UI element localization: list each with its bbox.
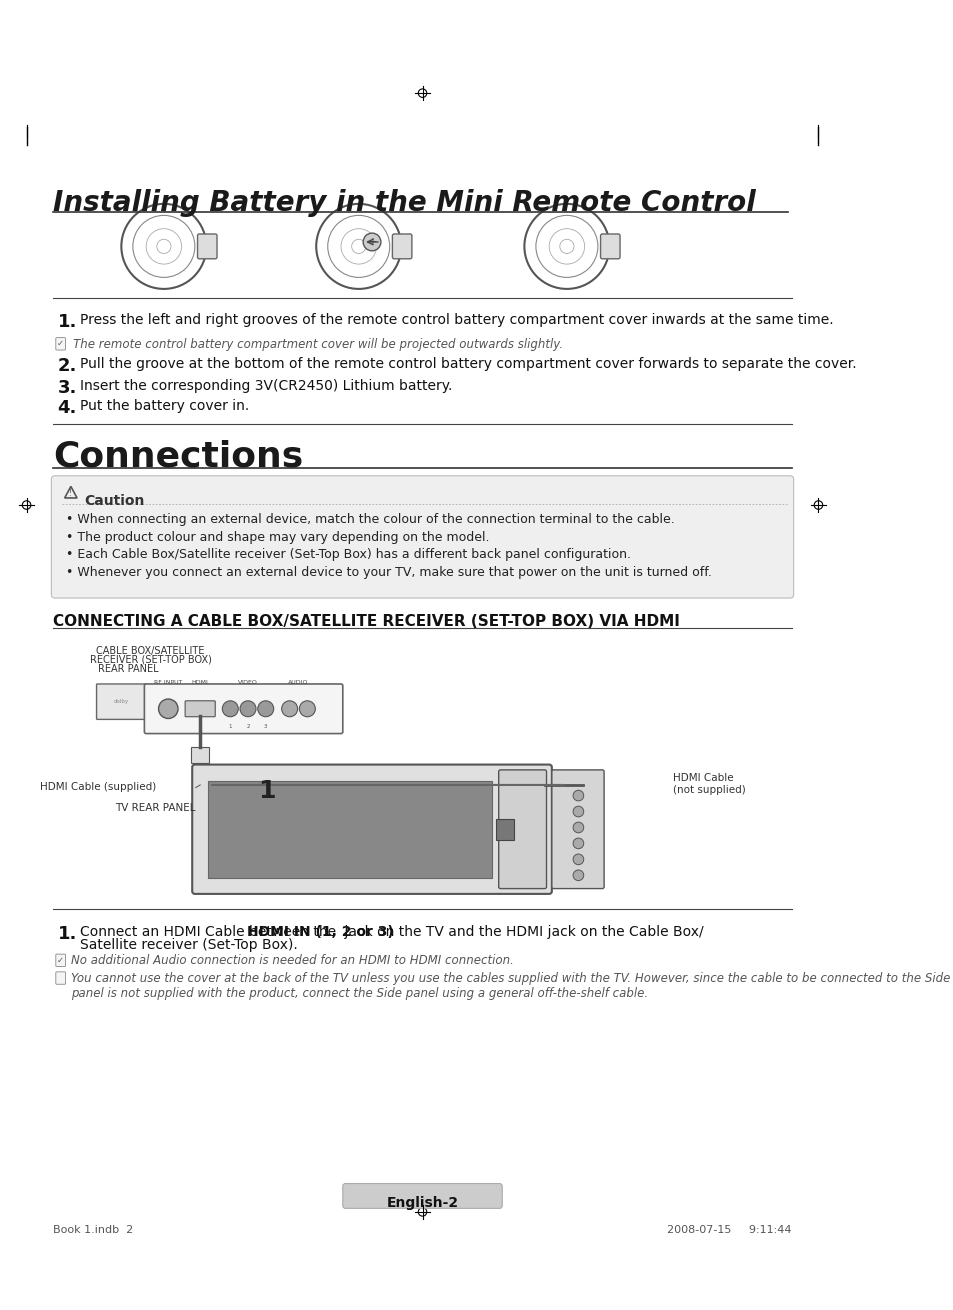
Text: 2008-07-15     9:11:44: 2008-07-15 9:11:44 [667,1225,791,1235]
Circle shape [573,806,583,817]
Text: Connections: Connections [53,439,303,473]
Text: Caution: Caution [84,494,144,507]
FancyBboxPatch shape [144,684,342,734]
Text: !: ! [70,489,72,498]
Text: • Each Cable Box/Satellite receiver (Set-Top Box) has a different back panel con: • Each Cable Box/Satellite receiver (Set… [67,549,631,562]
FancyBboxPatch shape [55,972,66,984]
Circle shape [257,701,274,717]
Text: +: + [368,237,375,248]
Text: REAR PANEL: REAR PANEL [98,664,158,673]
Circle shape [240,701,255,717]
Text: Insert the corresponding 3V(CR2450) Lithium battery.: Insert the corresponding 3V(CR2450) Lith… [80,380,452,393]
FancyBboxPatch shape [197,234,216,259]
Circle shape [573,870,583,880]
Circle shape [222,701,238,717]
Text: HDMI Cable
(not supplied): HDMI Cable (not supplied) [673,773,745,795]
Text: 1: 1 [257,778,275,803]
Text: 4.: 4. [57,398,77,417]
Text: 2.: 2. [57,358,77,375]
FancyBboxPatch shape [96,684,147,719]
Circle shape [281,701,297,717]
FancyBboxPatch shape [600,234,619,259]
Text: The remote control battery compartment cover will be projected outwards slightly: The remote control battery compartment c… [67,338,563,351]
Text: RF INPUT: RF INPUT [153,680,182,685]
Text: AUDIO: AUDIO [288,680,309,685]
Text: Connect an HDMI Cable between the: Connect an HDMI Cable between the [80,925,340,939]
Text: Pull the groove at the bottom of the remote control battery compartment cover fo: Pull the groove at the bottom of the rem… [80,358,856,371]
Text: 1.: 1. [57,925,77,943]
FancyBboxPatch shape [192,765,551,893]
FancyBboxPatch shape [392,234,412,259]
Text: 1: 1 [229,724,232,728]
Text: jack on the TV and the HDMI jack on the Cable Box/: jack on the TV and the HDMI jack on the … [340,925,703,939]
Text: dolby: dolby [113,700,129,705]
Circle shape [573,823,583,833]
Text: RECEIVER (SET-TOP BOX): RECEIVER (SET-TOP BOX) [90,655,212,664]
Text: Press the left and right grooves of the remote control battery compartment cover: Press the left and right grooves of the … [80,313,833,326]
Text: CABLE BOX/SATELLITE: CABLE BOX/SATELLITE [96,646,205,656]
Text: • The product colour and shape may vary depending on the model.: • The product colour and shape may vary … [67,531,490,544]
Circle shape [573,854,583,865]
Text: ✓: ✓ [56,956,64,965]
Text: Put the battery cover in.: Put the battery cover in. [80,398,249,413]
Text: No additional Audio connection is needed for an HDMI to HDMI connection.: No additional Audio connection is needed… [71,954,514,967]
Text: 1.: 1. [57,313,77,331]
FancyBboxPatch shape [51,476,793,599]
Circle shape [158,700,178,718]
FancyBboxPatch shape [55,338,66,350]
FancyBboxPatch shape [496,819,514,840]
Text: • Whenever you connect an external device to your TV, make sure that power on th: • Whenever you connect an external devic… [67,566,712,579]
Text: ✓: ✓ [56,339,64,348]
Text: HDMI Cable (supplied): HDMI Cable (supplied) [40,782,155,793]
Text: TV REAR PANEL: TV REAR PANEL [115,803,195,812]
FancyBboxPatch shape [551,770,603,888]
FancyBboxPatch shape [208,781,491,878]
Text: HDMI: HDMI [192,680,209,685]
FancyBboxPatch shape [192,747,209,762]
Text: Installing Battery in the Mini Remote Control: Installing Battery in the Mini Remote Co… [53,189,755,217]
Text: You cannot use the cover at the back of the TV unless you use the cables supplie: You cannot use the cover at the back of … [71,972,949,1000]
Text: CONNECTING A CABLE BOX/SATELLITE RECEIVER (SET-TOP BOX) VIA HDMI: CONNECTING A CABLE BOX/SATELLITE RECEIVE… [53,614,679,629]
Text: 2: 2 [246,724,250,728]
Text: 3.: 3. [57,380,77,397]
Circle shape [363,233,380,250]
Text: 3: 3 [264,724,267,728]
Circle shape [573,790,583,800]
Circle shape [299,701,315,717]
FancyBboxPatch shape [55,954,66,967]
FancyBboxPatch shape [498,770,546,888]
Text: HDMI IN (1, 2 or 3): HDMI IN (1, 2 or 3) [247,925,394,939]
Text: English-2: English-2 [386,1196,458,1210]
Text: VIDEO: VIDEO [238,680,257,685]
FancyBboxPatch shape [558,778,582,793]
Circle shape [573,838,583,849]
Text: Book 1.indb  2: Book 1.indb 2 [53,1225,133,1235]
FancyBboxPatch shape [185,701,215,717]
Text: Satellite receiver (Set-Top Box).: Satellite receiver (Set-Top Box). [80,938,297,952]
Text: • When connecting an external device, match the colour of the connection termina: • When connecting an external device, ma… [67,514,675,527]
FancyBboxPatch shape [342,1183,501,1208]
